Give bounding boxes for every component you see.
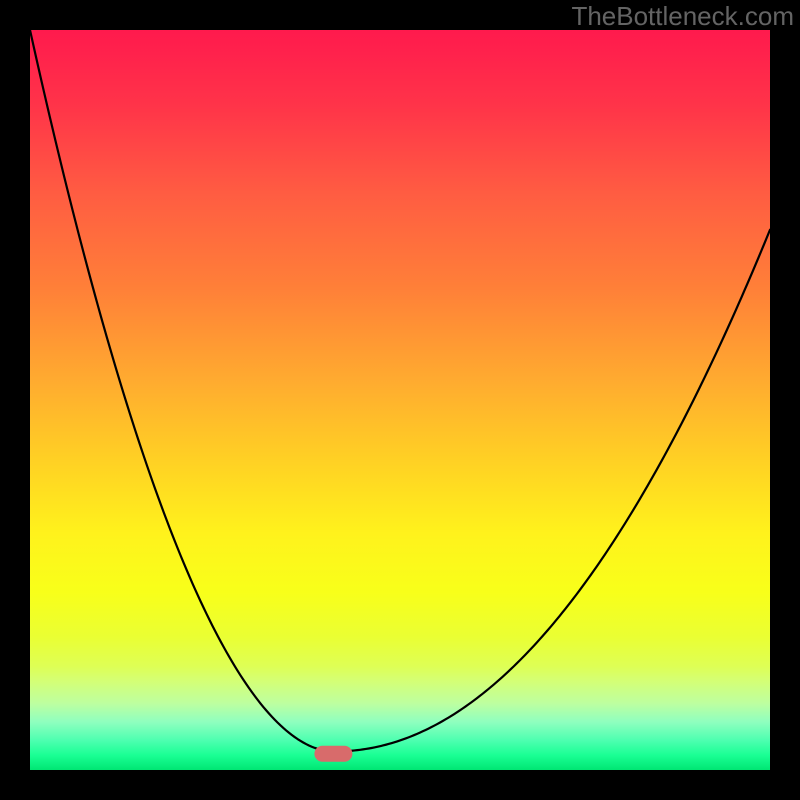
watermark-text: TheBottleneck.com <box>571 1 794 32</box>
plot-area <box>30 30 770 770</box>
figure-root: TheBottleneck.com <box>0 0 800 800</box>
gradient-background <box>30 30 770 770</box>
plot-svg <box>30 30 770 770</box>
optimal-marker <box>314 746 352 762</box>
